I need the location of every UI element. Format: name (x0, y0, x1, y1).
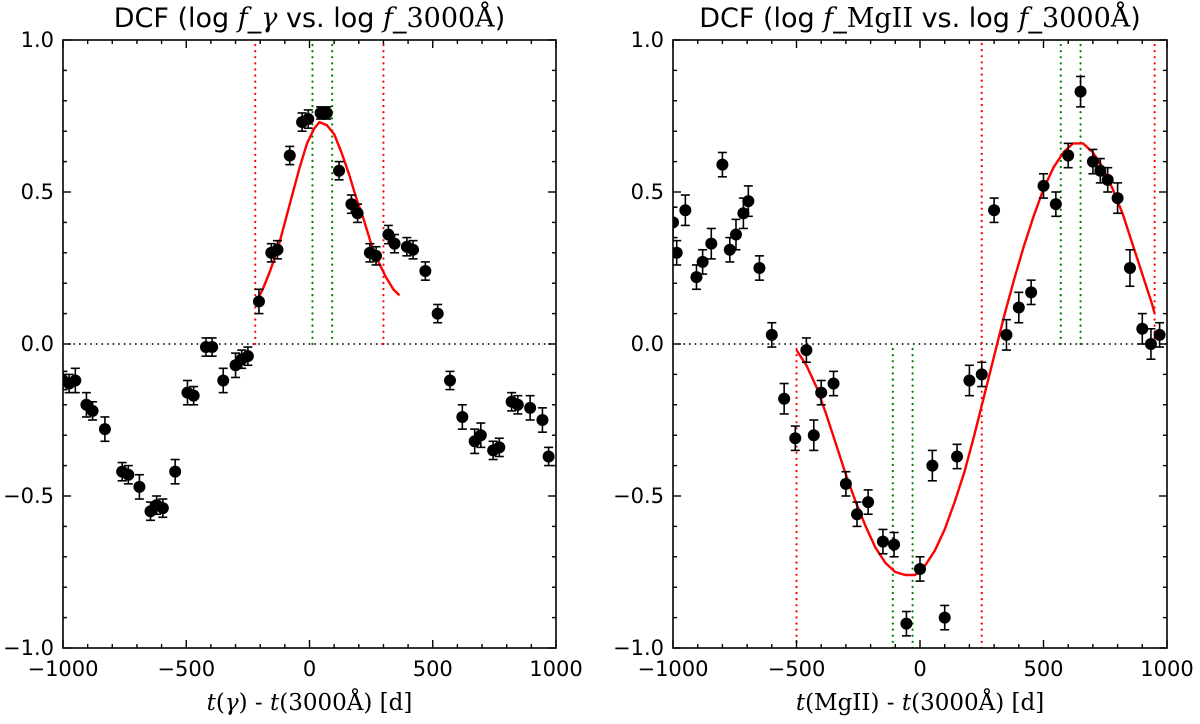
svg-text:1.0: 1.0 (21, 28, 54, 52)
svg-text:0: 0 (913, 657, 926, 681)
lag-marker-vlines (254, 40, 385, 346)
svg-text:−500: −500 (768, 657, 826, 681)
svg-text:500: 500 (413, 657, 453, 681)
dcf-data-points (673, 75, 1166, 637)
lag-marker-vlines (795, 40, 1156, 648)
fit-curve (795, 142, 1156, 577)
svg-text:−1000: −1000 (27, 657, 98, 681)
svg-text:−0.5: −0.5 (613, 484, 664, 508)
svg-text:−1.0: −1.0 (613, 636, 664, 660)
axis-ticks (672, 39, 1168, 649)
x-axis-label: t(γ) - t(3000Å) [d] (207, 688, 413, 716)
svg-text:−0.5: −0.5 (3, 484, 54, 508)
svg-text:−1.0: −1.0 (3, 636, 54, 660)
svg-text:0.5: 0.5 (631, 180, 664, 204)
svg-text:1.0: 1.0 (631, 28, 664, 52)
panel-title: DCF (log f_γ vs. log f_3000Å) (114, 1, 505, 34)
svg-text:0.0: 0.0 (21, 332, 54, 356)
svg-text:0.0: 0.0 (631, 332, 664, 356)
x-tick-labels: −1000 −500 0 500 1000 (27, 657, 582, 681)
axis-ticks (62, 39, 557, 649)
fit-curve (254, 120, 401, 306)
dcf-mgii-panel: −1000 −500 0 500 1000 −1.0 −0.5 0.0 0.5 1.0 DCF (l… (613, 1, 1194, 716)
svg-text:1000: 1000 (529, 657, 582, 681)
svg-text:−1000: −1000 (637, 657, 708, 681)
svg-text:0.5: 0.5 (21, 180, 54, 204)
svg-text:−500: −500 (157, 657, 215, 681)
y-tick-labels: −1.0 −0.5 0.0 0.5 1.0 (3, 28, 54, 660)
panel-title: DCF (log f_MgII vs. log f_3000Å) (699, 1, 1141, 34)
svg-text:1000: 1000 (1140, 657, 1193, 681)
dcf-data-points (63, 106, 555, 522)
x-axis-label: t(MgII) - t(3000Å) [d] (796, 688, 1044, 716)
y-tick-labels: −1.0 −0.5 0.0 0.5 1.0 (613, 28, 664, 660)
dcf-gamma-panel: −1000 −500 0 500 1000 −1.0 −0.5 0.0 0.5 1.0 DCF (l… (3, 1, 583, 716)
svg-text:500: 500 (1023, 657, 1063, 681)
x-tick-labels: −1000 −500 0 500 1000 (637, 657, 1193, 681)
svg-text:0: 0 (303, 657, 316, 681)
